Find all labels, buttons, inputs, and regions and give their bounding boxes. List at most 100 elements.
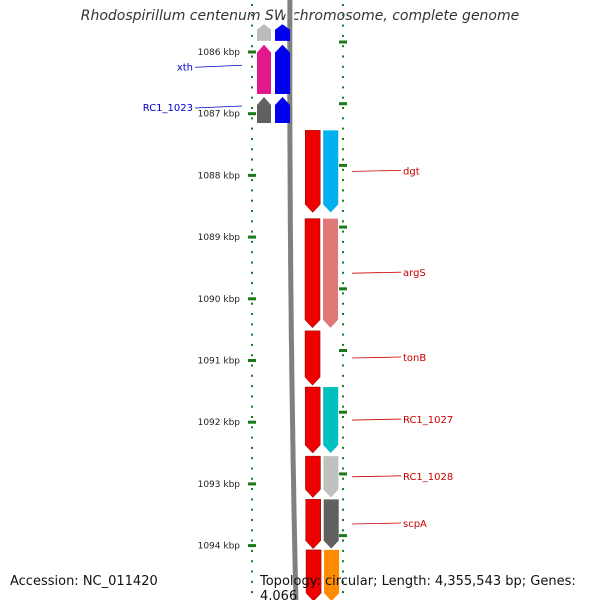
ruler-tick-label: 1090 kbp [198,295,241,305]
ruler-dot [342,591,344,594]
gene-label: dgt [403,166,420,177]
ruler-dot [342,580,344,583]
ruler-dot [342,24,344,27]
ruler-dot [342,240,344,243]
ruler-dot [342,477,344,480]
ruler-dot [342,55,344,58]
backbone-line [287,0,299,600]
ruler-tick-left [248,235,256,239]
ruler-dot [251,158,253,161]
ruler-dot [342,158,344,161]
ruler-dot [342,251,344,254]
ruler-tick-label: 1091 kbp [198,357,241,367]
gene-label-leader [351,475,402,478]
gene-feature [275,24,290,41]
ruler-dot [251,189,253,192]
gene-feature [304,386,321,454]
ruler-dot [342,539,344,542]
ruler-tick-left [248,482,256,486]
ruler-dot [251,405,253,408]
gene-label-leader [194,64,243,68]
gene-label-leader [351,271,402,274]
ruler-tick-left [248,359,256,362]
ruler-dot [251,199,253,202]
ruler-tick-label: 1094 kbp [198,542,241,552]
gene-label-leader [351,356,402,359]
ruler-dot [342,498,344,501]
ruler-dot [342,230,344,233]
gene-feature [275,44,290,94]
ruler-dot [342,436,344,439]
ruler-dot [251,374,253,377]
ruler-dot [342,137,344,140]
ruler-dot [251,302,253,305]
ruler-dot [342,86,344,89]
ruler-dot [251,210,253,212]
ruler-dot [251,137,253,140]
ruler-dot [251,488,253,491]
ruler-tick-left [248,173,256,177]
ruler-dot [251,426,253,429]
ruler-dot [251,539,253,542]
gene-feature [275,97,290,123]
ruler-dot [251,117,253,120]
ruler-dot [251,416,253,418]
ruler-dot [251,45,253,48]
ruler-tick-right [339,287,347,291]
ruler-dot [251,570,253,573]
ruler-dot [251,220,253,223]
ruler-dot [251,127,253,130]
gene-label: RC1_1023 [143,103,193,114]
ruler-dot [342,261,344,264]
ruler-dot [342,4,344,6]
ruler-dot [251,580,253,583]
ruler-tick-left [248,50,256,54]
gene-label-leader [351,418,402,421]
ruler-dot [251,240,253,243]
ruler-dot [342,467,344,470]
ruler-dot [342,395,344,398]
accession-text: Accession: NC_011420 [10,574,158,589]
ruler-dot [342,354,344,357]
ruler-tick-left [248,420,256,424]
ruler-dot [251,179,253,182]
ruler-dot [342,405,344,408]
ruler-tick-right [339,349,347,352]
cds-feature [323,130,339,213]
ruler-dot [342,570,344,573]
ruler-dot [251,508,253,511]
ruler-dot [251,261,253,264]
ruler-tick-right [339,410,347,414]
ruler-dot [342,168,344,171]
ruler-dot [342,313,344,315]
ruler-tick-label: 1087 kbp [198,110,241,120]
ruler-dot [342,446,344,449]
ruler-dot [251,271,253,274]
ruler-dot [251,313,253,315]
ruler-dot [251,395,253,398]
gene-label: tonB [403,353,426,364]
ruler-dot [342,488,344,491]
cds-feature [323,218,339,328]
map-title: Rhodospirillum centenum SW chromosome, c… [80,8,520,24]
ruler-dot [342,302,344,305]
ruler-tick-right [339,534,347,538]
ruler-dot [342,292,344,295]
cds-feature [324,549,340,600]
ruler-tick-right [339,472,347,476]
ruler-dot [342,34,344,37]
ruler-dot [342,127,344,130]
cds-feature [323,499,339,549]
ruler-dot [342,549,344,552]
ruler-dot [251,282,253,285]
ruler-tick-right [339,102,347,106]
ruler-dot [251,477,253,480]
ruler-dot [342,220,344,223]
ruler-dot [342,560,344,563]
gene-label: scpA [403,519,427,530]
ruler-dot [251,354,253,357]
ruler-dot [251,467,253,470]
gene-label: RC1_1028 [403,472,453,483]
ruler-dot [342,323,344,326]
